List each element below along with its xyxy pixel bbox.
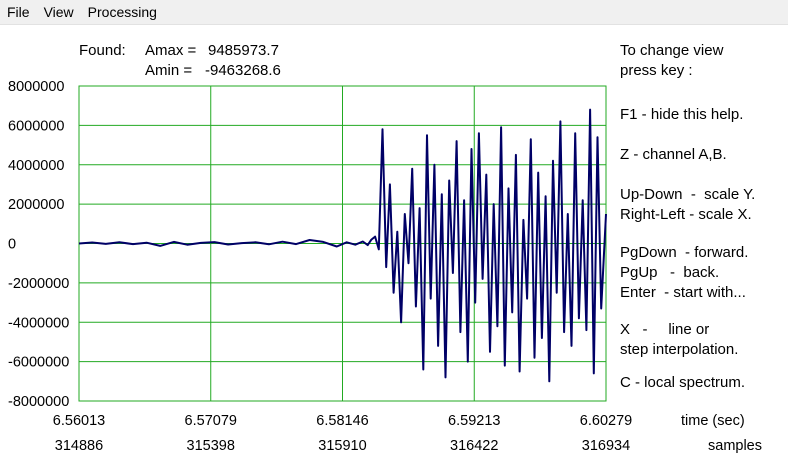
x-tick-label: 6.59213 — [448, 413, 500, 429]
y-tick-label: 6000000 — [8, 118, 64, 134]
amin-value: -9463268.6 — [205, 62, 281, 79]
y-tick-label: -4000000 — [8, 315, 69, 331]
samples-unit-label: samples — [708, 438, 762, 454]
help-pgdown: PgDown - forward. — [620, 244, 749, 261]
sample-tick-label: 315398 — [187, 438, 235, 454]
x-tick-label: 6.57079 — [185, 413, 237, 429]
sample-tick-label: 315910 — [318, 438, 366, 454]
y-tick-label: -6000000 — [8, 355, 69, 371]
signal-series-line — [78, 108, 607, 383]
x-tick-label: 6.56013 — [53, 413, 105, 429]
sample-tick-label: 314886 — [55, 438, 103, 454]
x-tick-label: 6.58146 — [316, 413, 368, 429]
y-tick-label: 2000000 — [8, 197, 64, 213]
menu-file[interactable]: File — [7, 4, 30, 20]
help-enter: Enter - start with... — [620, 284, 746, 301]
help-rightleft: Right-Left - scale X. — [620, 206, 752, 223]
time-unit-label: time (sec) — [681, 413, 745, 429]
help-c: C - local spectrum. — [620, 374, 746, 391]
sample-tick-label: 316934 — [582, 438, 630, 454]
y-tick-label: -2000000 — [8, 276, 69, 292]
y-tick-label: 4000000 — [8, 158, 64, 174]
y-tick-label: 0 — [8, 237, 16, 253]
x-tick-label: 6.60279 — [580, 413, 632, 429]
help-title-line2: press key : — [620, 62, 693, 79]
y-tick-label: -8000000 — [8, 394, 69, 410]
sample-tick-label: 316422 — [450, 438, 498, 454]
help-z: Z - channel A,B. — [620, 146, 727, 163]
amax-value: 9485973.7 — [208, 42, 279, 59]
y-tick-label: 8000000 — [8, 79, 64, 95]
help-x-line1: X - line or — [620, 321, 710, 338]
menu-view[interactable]: View — [43, 4, 74, 20]
amin-label: Amin = — [145, 62, 193, 79]
found-label: Found: — [79, 42, 126, 59]
menu-processing[interactable]: Processing — [87, 4, 157, 20]
help-f1: F1 - hide this help. — [620, 106, 744, 123]
help-x-line2: step interpolation. — [620, 341, 739, 358]
help-updown: Up-Down - scale Y. — [620, 186, 756, 203]
menu-bar: File View Processing — [0, 0, 788, 25]
help-pgup: PgUp - back. — [620, 264, 720, 281]
amax-label: Amax = — [145, 42, 197, 59]
help-title-line1: To change view — [620, 42, 724, 59]
